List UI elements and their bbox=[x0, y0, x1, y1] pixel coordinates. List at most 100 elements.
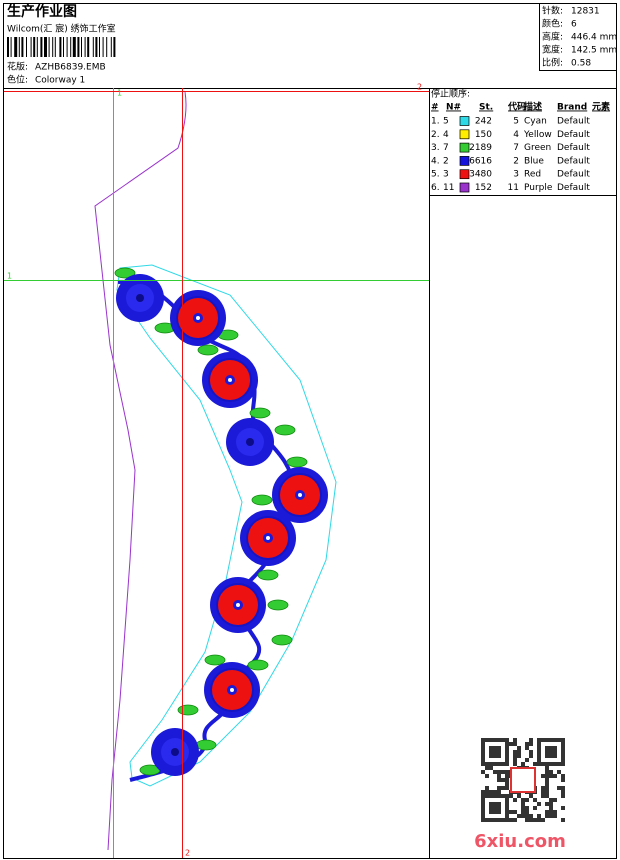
column-header: N# bbox=[446, 103, 461, 113]
qr-cell bbox=[497, 794, 501, 798]
qr-cell bbox=[493, 762, 497, 766]
colorway: Colorway 1 bbox=[35, 76, 85, 86]
qr-cell bbox=[537, 758, 541, 762]
qr-cell bbox=[541, 790, 545, 794]
barcode-bar bbox=[106, 37, 108, 57]
needle: 2 bbox=[443, 156, 449, 166]
qr-cell bbox=[481, 762, 485, 766]
qr-cell bbox=[505, 750, 509, 754]
stitches: 6616 bbox=[469, 156, 492, 166]
qr-cell bbox=[549, 814, 553, 818]
qr-cell bbox=[497, 806, 501, 810]
qr-cell bbox=[537, 762, 541, 766]
leaf bbox=[286, 456, 308, 468]
color-swatch bbox=[459, 129, 470, 140]
qr-cell bbox=[521, 762, 525, 766]
qr-cell bbox=[485, 766, 489, 770]
qr-cell bbox=[537, 818, 541, 822]
qr-cell bbox=[505, 770, 509, 774]
qr-cell bbox=[561, 746, 565, 750]
qr-cell bbox=[505, 738, 509, 742]
qr-cell bbox=[529, 794, 533, 798]
brand: Default bbox=[557, 183, 590, 193]
qr-cell bbox=[525, 798, 529, 802]
qr-cell bbox=[529, 754, 533, 758]
row-index: 1. bbox=[431, 117, 440, 127]
barcode-bar bbox=[92, 37, 94, 57]
qr-cell bbox=[525, 758, 529, 762]
qr-cell bbox=[505, 810, 509, 814]
qr-cell bbox=[541, 762, 545, 766]
qr-cell bbox=[545, 802, 549, 806]
qr-cell bbox=[501, 778, 505, 782]
qr-cell bbox=[529, 742, 533, 746]
qr-cell bbox=[493, 770, 497, 774]
qr-cell bbox=[561, 818, 565, 822]
qr-cell bbox=[561, 786, 565, 790]
qr-cell bbox=[505, 742, 509, 746]
qr-cell bbox=[485, 762, 489, 766]
qr-cell bbox=[553, 746, 557, 750]
qr-cell bbox=[549, 762, 553, 766]
qr-cell bbox=[509, 794, 513, 798]
qr-cell bbox=[561, 762, 565, 766]
qr-cell bbox=[497, 770, 501, 774]
qr-cell bbox=[561, 790, 565, 794]
qr-cell bbox=[505, 746, 509, 750]
qr-cell bbox=[485, 794, 489, 798]
qr-cell bbox=[497, 738, 501, 742]
brand: Default bbox=[557, 130, 590, 140]
qr-cell bbox=[545, 738, 549, 742]
leaf bbox=[177, 704, 199, 716]
qr-cell bbox=[553, 814, 557, 818]
stat-value: 142.5 mm bbox=[571, 46, 617, 56]
qr-cell bbox=[513, 754, 517, 758]
qr-cell bbox=[537, 750, 541, 754]
qr-cell bbox=[561, 778, 565, 782]
qr-cell bbox=[549, 770, 553, 774]
qr-cell bbox=[553, 774, 557, 778]
qr-cell bbox=[501, 794, 505, 798]
qr-cell bbox=[541, 774, 545, 778]
barcode-bar bbox=[33, 37, 36, 57]
barcode-bar bbox=[54, 37, 56, 57]
stitches: 150 bbox=[475, 130, 492, 140]
guide-label: 1 bbox=[117, 89, 122, 98]
qr-cell bbox=[509, 742, 513, 746]
leaf bbox=[247, 659, 269, 671]
qr-cell bbox=[489, 794, 493, 798]
qr-cell bbox=[513, 818, 517, 822]
qr-cell bbox=[525, 810, 529, 814]
qr-cell bbox=[497, 802, 501, 806]
qr-cell bbox=[505, 754, 509, 758]
qr-cell bbox=[561, 738, 565, 742]
qr-cell bbox=[481, 794, 485, 798]
qr-cell bbox=[497, 790, 501, 794]
qr-cell bbox=[481, 754, 485, 758]
barcode-bar bbox=[44, 37, 47, 57]
qr-cell bbox=[525, 814, 529, 818]
qr-cell bbox=[541, 738, 545, 742]
qr-cell bbox=[485, 786, 489, 790]
qr-cell bbox=[545, 746, 549, 750]
stat-label: 高度: bbox=[542, 31, 563, 43]
qr-cell bbox=[513, 762, 517, 766]
qr-cell bbox=[485, 790, 489, 794]
barcode-bar bbox=[113, 37, 116, 57]
code: 4 bbox=[513, 130, 519, 140]
row-index: 4. bbox=[431, 156, 440, 166]
qr-cell bbox=[517, 754, 521, 758]
blue-flower bbox=[226, 418, 274, 466]
barcode-bar bbox=[70, 37, 72, 57]
stitches: 2189 bbox=[469, 143, 492, 153]
qr-cell bbox=[549, 738, 553, 742]
red-flower bbox=[170, 290, 226, 346]
blue-flower bbox=[116, 274, 164, 322]
qr-cell bbox=[505, 778, 509, 782]
qr-cell bbox=[505, 794, 509, 798]
qr-cell bbox=[545, 810, 549, 814]
row-index: 2. bbox=[431, 130, 440, 140]
qr-cell bbox=[497, 774, 501, 778]
color-swatch bbox=[459, 169, 470, 180]
qr-cell bbox=[553, 738, 557, 742]
